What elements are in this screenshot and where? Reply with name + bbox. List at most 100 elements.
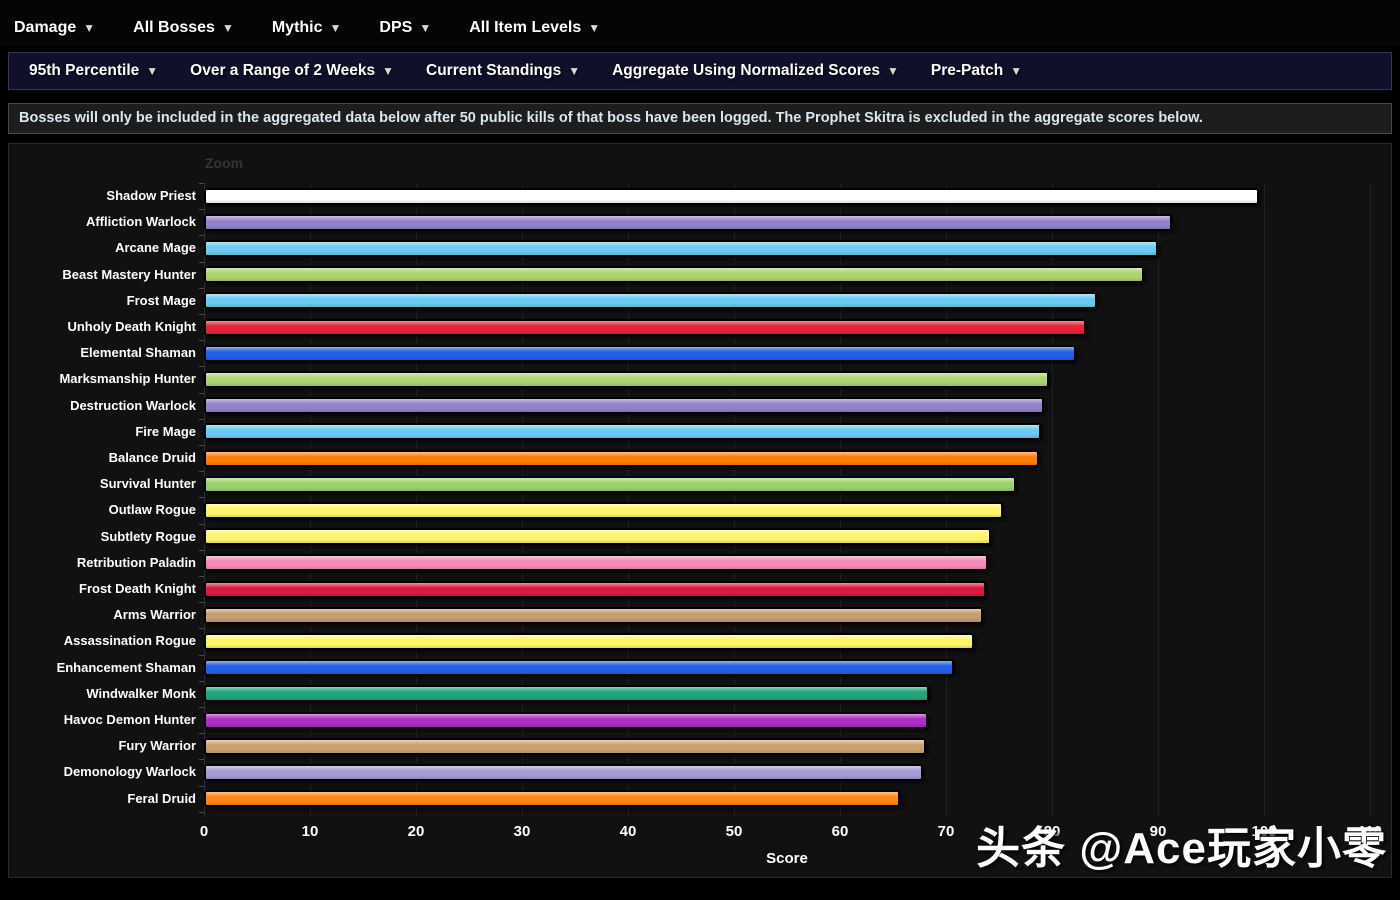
row-label-fury-warrior: Fury Warrior [118, 738, 196, 754]
y-axis-tick [199, 576, 204, 577]
filter-standings-label: Current Standings [426, 62, 562, 79]
dps-bar-subtlety-rogue[interactable] [204, 528, 991, 546]
y-axis-tick [199, 759, 204, 761]
y-axis-tick [199, 785, 204, 787]
gridline [628, 183, 629, 817]
dps-bar-frost-death-knight[interactable] [204, 580, 987, 598]
dps-bar-destruction-warlock[interactable] [204, 397, 1044, 415]
x-tick-label: 0 [199, 822, 209, 840]
filter-patch[interactable]: Pre-Patch ▼ [931, 62, 1022, 80]
y-axis-tick [199, 471, 204, 473]
dps-bar-beast-mastery-hunter[interactable] [204, 266, 1145, 284]
chevron-down-icon: ▼ [568, 64, 581, 78]
nav-all-bosses[interactable]: All Bosses ▼ [133, 19, 234, 37]
dps-bar-marksmanship-hunter[interactable] [204, 371, 1049, 388]
chevron-down-icon: ▼ [146, 64, 159, 78]
row-label-survival-hunter: Survival Hunter [99, 476, 196, 492]
y-axis-tick [199, 707, 204, 708]
y-axis-tick [199, 235, 204, 237]
row-label-marksmanship-hunter: Marksmanship Hunter [59, 371, 196, 387]
x-tick-label: 80 [1043, 822, 1061, 840]
filter-patch-label: Pre-Patch [930, 62, 1004, 79]
dps-bar-arcane-mage[interactable] [204, 240, 1158, 257]
dps-bar-outlaw-rogue[interactable] [204, 502, 1004, 519]
row-label-shadow-priest: Shadow Priest [106, 188, 196, 203]
chevron-down-icon: ▼ [83, 21, 96, 35]
filter-bar: 95th Percentile ▼ Over a Range of 2 Week… [8, 52, 1392, 90]
gridline [840, 183, 841, 817]
y-axis-tick [199, 183, 204, 184]
dps-bar-frost-mage[interactable] [204, 292, 1097, 310]
y-axis-tick [199, 209, 204, 211]
row-label-frost-death-knight: Frost Death Knight [79, 581, 196, 596]
dps-bar-shadow-priest[interactable] [204, 187, 1259, 205]
dps-bar-fury-warrior[interactable] [204, 737, 926, 755]
dps-bar-enhancement-shaman[interactable] [204, 659, 955, 677]
row-label-unholy-death-knight: Unholy Death Knight [67, 319, 196, 334]
gridline [204, 183, 205, 817]
dps-bar-unholy-death-knight[interactable] [204, 318, 1086, 336]
nav-damage-label: Damage [14, 19, 77, 36]
y-axis-tick [199, 811, 204, 813]
zoom-label: Zoom [205, 155, 244, 171]
filter-standings[interactable]: Current Standings ▼ [426, 62, 580, 80]
y-axis-tick [199, 680, 204, 682]
dps-bar-affliction-warlock[interactable] [204, 213, 1172, 231]
dps-bar-arms-warrior[interactable] [204, 606, 984, 624]
chevron-down-icon: ▼ [419, 21, 432, 35]
dps-bar-windwalker-monk[interactable] [204, 685, 930, 703]
y-axis-tick [199, 366, 204, 368]
dps-bar-demonology-warlock[interactable] [204, 764, 923, 781]
row-label-frost-mage: Frost Mage [126, 292, 196, 308]
gridline [734, 183, 735, 817]
gridline [1370, 183, 1371, 817]
nav-dps[interactable]: DPS ▼ [379, 19, 431, 37]
filter-date-range[interactable]: Over a Range of 2 Weeks ▼ [190, 62, 394, 80]
gridline [1264, 183, 1265, 817]
x-tick-label: 110 [1357, 822, 1383, 840]
row-label-destruction-warlock: Destruction Warlock [70, 397, 196, 413]
row-label-beast-mastery-hunter: Beast Mastery Hunter [62, 266, 196, 282]
chevron-down-icon: ▼ [329, 21, 342, 35]
y-axis-tick [199, 314, 204, 315]
filter-date-range-label: Over a Range of 2 Weeks [190, 62, 376, 79]
gridline [310, 183, 311, 817]
x-tick-label: 20 [407, 822, 425, 840]
dps-bar-elemental-shaman[interactable] [204, 344, 1077, 362]
row-label-balance-druid: Balance Druid [108, 450, 196, 465]
dps-bar-survival-hunter[interactable] [204, 475, 1016, 493]
y-axis-tick [199, 549, 204, 551]
dps-bar-havoc-demon-hunter[interactable] [204, 711, 928, 729]
row-label-affliction-warlock: Affliction Warlock [85, 214, 196, 230]
chevron-down-icon: ▼ [221, 21, 234, 35]
x-axis-title: Score [766, 849, 808, 867]
x-tick-label: 30 [513, 822, 531, 840]
dps-bar-balance-druid[interactable] [204, 449, 1040, 467]
dps-bar-retribution-paladin[interactable] [204, 554, 989, 572]
y-axis-tick [199, 287, 204, 289]
y-axis-tick [199, 628, 204, 630]
row-label-subtlety-rogue: Subtlety Rogue [100, 528, 196, 544]
y-axis-tick [199, 261, 204, 263]
y-axis-tick [199, 602, 204, 604]
filter-aggregate[interactable]: Aggregate Using Normalized Scores ▼ [612, 62, 899, 80]
nav-mythic[interactable]: Mythic ▼ [272, 19, 342, 37]
y-axis-tick [199, 497, 204, 499]
dps-bar-assassination-rogue[interactable] [204, 633, 974, 650]
boss-inclusion-notice: Bosses will only be included in the aggr… [8, 103, 1392, 134]
watermark: 头条 @Ace玩家小零 [976, 824, 1387, 873]
nav-damage[interactable]: Damage ▼ [14, 19, 95, 37]
row-label-elemental-shaman: Elemental Shaman [80, 345, 196, 361]
filter-aggregate-label: Aggregate Using Normalized Scores [612, 62, 880, 79]
dps-bar-fire-mage[interactable] [204, 423, 1042, 441]
nav-all-item-levels[interactable]: All Item Levels ▼ [469, 19, 600, 37]
dps-bar-feral-druid[interactable] [204, 790, 901, 808]
x-tick-label: 90 [1149, 822, 1167, 840]
y-axis-tick [199, 392, 204, 394]
x-tick-label: 50 [725, 822, 743, 840]
row-label-arcane-mage: Arcane Mage [115, 240, 196, 256]
y-axis-tick [199, 445, 204, 446]
filter-percentile[interactable]: 95th Percentile ▼ [29, 62, 158, 80]
gridline [1052, 183, 1053, 817]
x-tick-label: 70 [937, 822, 955, 840]
